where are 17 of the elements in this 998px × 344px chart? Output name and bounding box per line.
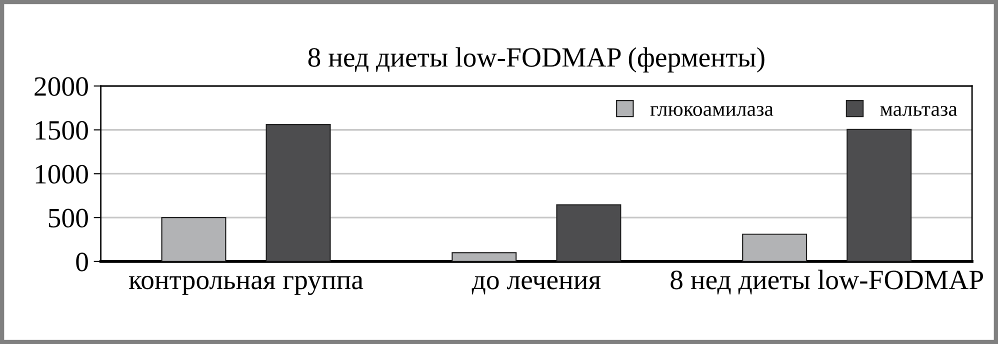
bar <box>556 204 622 262</box>
legend-label: мальтаза <box>880 106 958 116</box>
y-tick-label: 500 <box>48 208 88 228</box>
x-tick-label: контрольная группа <box>129 276 364 295</box>
x-tick-label: до лечения <box>472 276 601 294</box>
bar <box>742 234 808 262</box>
y-tick-label: 1500 <box>36 121 88 140</box>
bar <box>452 252 517 262</box>
y-tick-label: 2000 <box>34 77 88 96</box>
chart-title: 8 нед диеты low-FODMAP (ферменты) <box>308 47 764 72</box>
bar <box>266 124 331 262</box>
y-tick-label: 1000 <box>36 164 88 184</box>
bar <box>846 128 912 262</box>
bar <box>161 217 226 262</box>
y-tick-label: 0 <box>76 252 88 272</box>
legend-label: глюкоамилаза <box>650 106 774 116</box>
x-tick-label: 8 нед диеты low-FODMAP <box>670 270 983 294</box>
